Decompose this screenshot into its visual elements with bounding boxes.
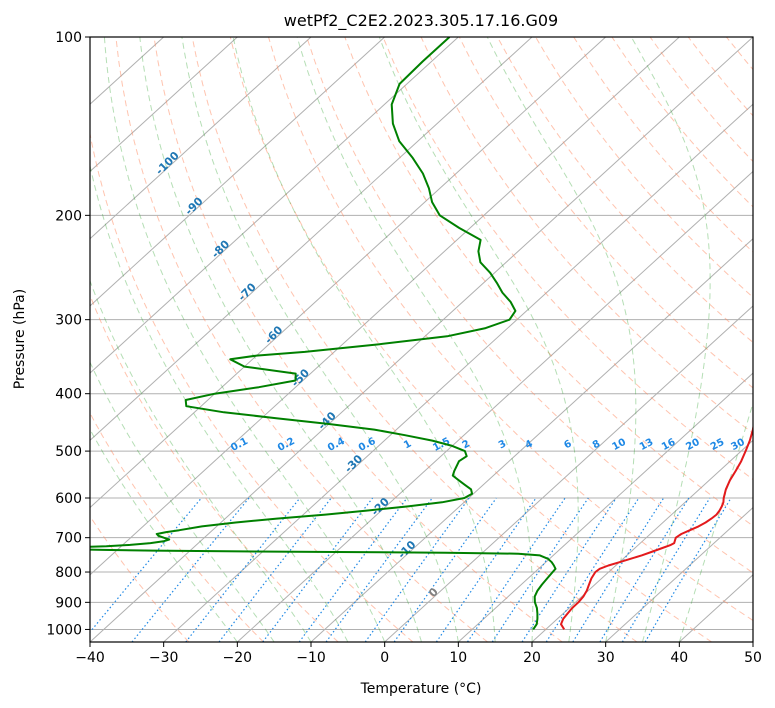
moist-adiabat (486, 37, 637, 642)
y-tick-label: 900 (55, 595, 82, 611)
x-tick-label: 20 (523, 650, 541, 666)
dry-adiabat (153, 37, 563, 642)
moist-adiabat (103, 37, 386, 642)
x-tick-label: −40 (75, 650, 105, 666)
y-tick-label: 1000 (46, 622, 82, 638)
mixing-ratio-line (185, 497, 301, 642)
dry-adiabat (382, 37, 753, 481)
y-tick-label: 200 (55, 208, 82, 224)
y-tick-label: 800 (55, 565, 82, 581)
y-tick-label: 400 (55, 387, 82, 403)
sounding-profiles (90, 37, 753, 630)
mixing-ratio-lines (90, 497, 732, 642)
isotherm-line (605, 506, 753, 642)
sounding-line (90, 37, 557, 630)
mixing-ratio-label: 8 (591, 438, 602, 451)
dry-adiabat (344, 37, 753, 527)
dry-adiabat (229, 37, 712, 642)
y-tick-label: 300 (55, 313, 82, 329)
isotherm-line (384, 305, 753, 642)
isotherm-line (310, 237, 753, 642)
mixing-ratio-line (131, 497, 250, 642)
mixing-ratio-line (572, 497, 665, 642)
isotherm-line (90, 37, 238, 173)
y-tick-label: 100 (55, 30, 82, 46)
isotherm-line (90, 37, 607, 509)
isotherm-line (90, 37, 680, 576)
mixing-ratio-line (325, 497, 433, 642)
y-axis-label: Pressure (hPa) (12, 289, 28, 389)
mixing-ratio-label: 4 (523, 438, 534, 451)
pressure-gridlines (90, 36, 753, 630)
x-tick-label: −30 (149, 650, 179, 666)
dry-adiabat (306, 37, 753, 574)
dry-adiabat (268, 37, 753, 622)
isotherm-line (163, 103, 753, 642)
y-tick-label: 600 (55, 491, 82, 507)
moist-adiabat (181, 37, 459, 642)
moist-adiabat (630, 37, 711, 642)
chart-title: wetPf2_C2E2.2023.305.17.16.G09 (284, 11, 558, 31)
mixing-ratio-line (90, 497, 202, 633)
mixing-ratio-line (644, 497, 732, 642)
sounding-line (560, 423, 753, 630)
dry-adiabat (90, 412, 264, 642)
y-tick-label: 500 (55, 444, 82, 460)
dry-adiabat (535, 37, 753, 298)
x-tick-label: 10 (449, 650, 467, 666)
x-axis-label: Temperature (°C) (360, 681, 482, 697)
mixing-ratio-line (218, 497, 332, 642)
isotherm-line (90, 37, 533, 442)
moist-adiabat (296, 37, 534, 642)
moist-adiabat (90, 428, 238, 642)
x-tick-label: 0 (380, 650, 389, 666)
isotherm-line (457, 372, 753, 642)
mixing-ratio-line (491, 497, 589, 642)
x-tick-label: 30 (597, 650, 615, 666)
dry-adiabat (115, 37, 488, 642)
mixing-ratio-label: 6 (562, 438, 573, 451)
moist-adiabat (90, 361, 275, 642)
mixing-ratio-line (466, 497, 566, 642)
x-tick-label: −10 (296, 650, 326, 666)
mixing-ratio-line (545, 497, 640, 642)
y-tick-label: 700 (55, 531, 82, 547)
mixing-ratio-line (599, 497, 690, 642)
isotherm-line (236, 170, 753, 642)
mixing-ratio-label: 3 (497, 438, 508, 451)
mixing-ratio-label: 2 (461, 438, 472, 451)
mixing-ratio-line (364, 497, 470, 642)
plot-frame (89, 36, 754, 643)
dry-adiabat (90, 515, 190, 642)
isotherm-line (531, 439, 753, 642)
mixing-ratio-label: 1 (402, 438, 413, 451)
isotherm-line (90, 37, 386, 307)
mixing-ratio-line (621, 497, 711, 642)
dry-adiabat (496, 37, 753, 344)
moist-adiabat (378, 37, 579, 642)
moist-adiabat (232, 37, 496, 642)
moist-adiabat (90, 163, 349, 642)
x-tick-label: 50 (744, 650, 762, 666)
moist-adiabat (139, 37, 422, 642)
x-tick-label: −20 (223, 650, 253, 666)
mixing-ratio-line (298, 497, 408, 642)
isotherm-line (90, 37, 312, 240)
x-tick-label: 40 (670, 650, 688, 666)
x-axis: −40 −30 −20 −10 0 10 20 30 40 50 (75, 642, 762, 666)
dry-adiabat (90, 131, 414, 642)
isotherm-line (90, 37, 459, 374)
y-axis: 100 200 300 400 500 600 700 800 900 1000 (46, 30, 90, 638)
